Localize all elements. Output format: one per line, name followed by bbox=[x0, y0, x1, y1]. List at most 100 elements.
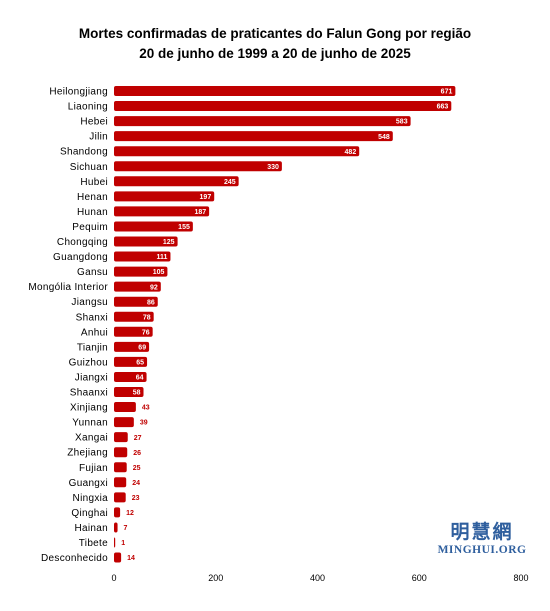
category-label: Tibete bbox=[79, 538, 108, 549]
category-label: Fujian bbox=[79, 463, 108, 474]
value-label: 330 bbox=[267, 164, 279, 171]
category-label: Guangxi bbox=[69, 478, 108, 489]
value-label: 69 bbox=[138, 344, 146, 351]
bars-group bbox=[114, 86, 456, 563]
value-label: 23 bbox=[132, 495, 140, 502]
category-label: Gansu bbox=[77, 267, 108, 278]
category-label: Liaoning bbox=[68, 102, 108, 113]
category-label: Yunnan bbox=[72, 418, 108, 429]
x-tick-label: 800 bbox=[513, 573, 528, 583]
bar-fujian bbox=[114, 462, 127, 473]
category-label: Jilin bbox=[89, 132, 108, 143]
category-label: Sichuan bbox=[70, 162, 108, 173]
category-label: Jiangxi bbox=[75, 372, 108, 383]
category-label: Shandong bbox=[60, 147, 108, 158]
value-label: 76 bbox=[142, 329, 150, 336]
category-label: Hebei bbox=[80, 117, 108, 128]
category-label: Ningxia bbox=[73, 493, 109, 504]
bar-chongqing bbox=[114, 236, 178, 247]
value-label: 26 bbox=[133, 450, 141, 457]
bar-hubei bbox=[114, 176, 239, 187]
bar-gansu bbox=[114, 266, 168, 277]
bar-henan bbox=[114, 191, 215, 202]
value-label: 482 bbox=[345, 149, 357, 156]
bar-guizhou bbox=[114, 356, 148, 367]
category-label: Henan bbox=[77, 192, 108, 203]
bar-shaanxi bbox=[114, 387, 144, 397]
bar-xinjiang bbox=[114, 402, 136, 413]
bar-desconhecido bbox=[114, 552, 122, 563]
bar-hebei bbox=[114, 116, 411, 127]
value-label: 548 bbox=[378, 134, 390, 141]
value-label: 78 bbox=[143, 314, 151, 321]
category-label: Xangai bbox=[75, 433, 108, 444]
chart-title: Mortes confirmadas de praticantes do Fal… bbox=[0, 24, 550, 64]
category-label: Hunan bbox=[77, 207, 108, 218]
bar-heilongjiang bbox=[114, 86, 456, 96]
category-label: Anhui bbox=[81, 327, 108, 338]
bar-xangai bbox=[114, 432, 128, 443]
value-label: 105 bbox=[153, 269, 165, 276]
category-label: Desconhecido bbox=[41, 553, 108, 564]
bar-yunnan bbox=[114, 417, 134, 428]
bar-guangxi bbox=[114, 477, 127, 488]
bar-sichuan bbox=[114, 161, 282, 172]
value-label: 64 bbox=[136, 375, 144, 382]
x-tick-label: 400 bbox=[310, 573, 325, 583]
chart-title-line2: 20 de junho de 1999 a 20 de junho de 202… bbox=[139, 46, 411, 61]
bar-mongólia-interior bbox=[114, 281, 161, 292]
x-tick-label: 0 bbox=[111, 573, 116, 583]
category-label: Pequim bbox=[72, 222, 108, 233]
value-labels-group: 6716635835484823302451971871551251111059… bbox=[121, 89, 452, 563]
bar-anhui bbox=[114, 326, 153, 337]
value-label: 197 bbox=[200, 194, 212, 201]
bar-shandong bbox=[114, 146, 360, 157]
x-tick-label: 600 bbox=[412, 573, 427, 583]
bar-qinghai bbox=[114, 507, 121, 518]
value-label: 583 bbox=[396, 119, 408, 126]
category-label: Chongqing bbox=[57, 237, 108, 248]
value-label: 245 bbox=[224, 179, 236, 186]
bar-zhejiang bbox=[114, 447, 128, 458]
value-label: 7 bbox=[124, 525, 128, 532]
x-tick-label: 200 bbox=[208, 573, 223, 583]
value-label: 43 bbox=[142, 405, 150, 412]
value-label: 187 bbox=[194, 209, 206, 216]
bar-jiangxi bbox=[114, 371, 147, 382]
category-label: Zhejiang bbox=[67, 448, 108, 459]
value-label: 671 bbox=[441, 89, 453, 96]
value-label: 1 bbox=[121, 540, 125, 547]
bar-tianjin bbox=[114, 341, 150, 352]
category-label: Guizhou bbox=[69, 357, 108, 368]
bar-shanxi bbox=[114, 311, 154, 322]
category-label: Guangdong bbox=[53, 252, 108, 263]
bar-hainan bbox=[114, 522, 118, 533]
x-axis-ticks-group: 0 200 400 600 800 bbox=[111, 573, 528, 583]
value-label: 86 bbox=[147, 299, 155, 306]
category-label: Shaanxi bbox=[70, 388, 108, 399]
watermark-cjk-text: 明慧網 bbox=[450, 521, 514, 543]
category-label: Jiangsu bbox=[71, 297, 108, 308]
bar-jiangsu bbox=[114, 296, 158, 307]
value-label: 25 bbox=[133, 465, 141, 472]
category-label: Shanxi bbox=[76, 312, 108, 323]
bar-liaoning bbox=[114, 101, 452, 112]
category-label: Xinjiang bbox=[70, 403, 108, 414]
value-label: 111 bbox=[157, 254, 168, 261]
value-label: 155 bbox=[178, 224, 190, 231]
bar-pequim bbox=[114, 221, 193, 232]
category-label: Qinghai bbox=[71, 508, 108, 519]
value-label: 27 bbox=[134, 435, 142, 442]
value-label: 39 bbox=[140, 420, 148, 427]
category-label: Heilongjiang bbox=[49, 87, 108, 98]
bar-ningxia bbox=[114, 492, 126, 503]
bar-jilin bbox=[114, 131, 393, 142]
category-label: Hubei bbox=[80, 177, 108, 188]
category-labels-group: Heilongjiang Liaoning Hebei Jilin Shandong Si… bbox=[28, 87, 108, 565]
chart-title-line1: Mortes confirmadas de praticantes do Fal… bbox=[78, 26, 472, 41]
value-label: 58 bbox=[133, 390, 141, 397]
bar-guangdong bbox=[114, 251, 171, 262]
watermark-latin-text: MINGHUI.ORG bbox=[437, 544, 527, 556]
minghui-watermark: 明慧網 MINGHUI.ORG bbox=[432, 521, 532, 557]
value-label: 663 bbox=[437, 104, 449, 111]
